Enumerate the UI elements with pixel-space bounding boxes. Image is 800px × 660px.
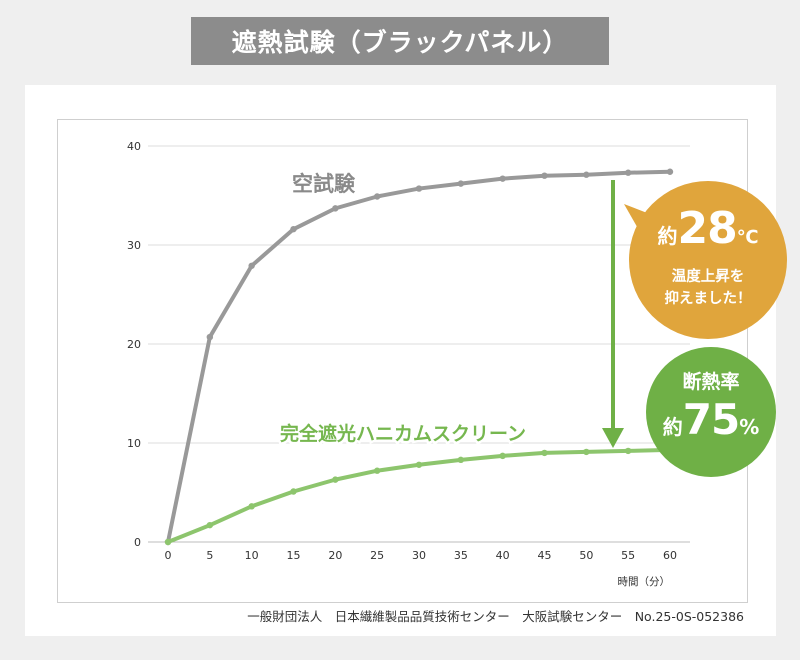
data-point [415,461,423,468]
ratio-prefix: 約 [662,415,683,439]
source-note: 一般財団法人 日本繊維製品品質技術センター 大阪試験センター No.25-0S-… [247,609,744,624]
data-point [583,448,590,456]
x-tick-label: 50 [579,549,593,562]
data-point [373,467,381,474]
data-point [541,449,548,457]
chart-panel [25,85,776,636]
temp-line2: 抑えました！ [664,291,752,307]
data-point [499,452,506,460]
insulation-rate-badge: 断熱率 約75% [646,347,776,477]
ratio-value: 75 [682,395,740,444]
data-point [583,171,590,178]
data-point [457,180,465,187]
x-tick-label: 45 [538,549,552,562]
difference-arrow-head [602,428,624,448]
temperature-reduction-badge: 約28℃ 温度上昇を 抑えました！ [629,181,787,339]
x-tick-label: 40 [496,549,510,562]
data-point [248,262,255,269]
temp-value: 28 [677,203,737,254]
data-point [624,447,632,455]
ratio-unit: % [739,415,760,439]
x-tick-label: 5 [206,549,213,562]
ratio-label: 断熱率 [682,371,740,393]
temp-line1: 温度上昇を [671,269,745,285]
x-axis-label: 時間（分） [618,576,671,588]
x-tick-label: 30 [412,549,426,562]
x-tick-label: 0 [165,549,172,562]
data-point [206,333,214,341]
y-tick-label: 0 [134,536,141,549]
x-tick-label: 60 [663,549,677,562]
data-point [457,456,465,464]
y-tick-label: 10 [127,437,141,450]
x-tick-label: 35 [454,549,468,562]
page-title: 遮熱試験（ブラックパネル） [191,17,609,65]
y-tick-label: 40 [127,140,141,153]
data-point [164,538,172,546]
y-tick-label: 30 [127,239,141,252]
data-point [415,185,423,192]
x-tick-label: 20 [328,549,342,562]
series-line [166,169,672,544]
data-point [666,168,674,175]
series-label: 完全遮光ハニカムスクリーン [280,422,526,445]
series-label: 空試験 [292,172,356,196]
data-point [624,169,632,176]
data-point [248,503,255,510]
data-point [373,193,381,200]
x-tick-label: 25 [370,549,384,562]
temp-unit: ℃ [736,227,759,248]
data-point [332,476,339,483]
x-tick-label: 15 [287,549,301,562]
y-tick-label: 20 [127,338,141,351]
temp-prefix: 約 [657,224,678,248]
data-point [206,521,214,529]
data-point [499,175,506,182]
data-point [332,205,339,212]
x-tick-label: 10 [245,549,259,562]
x-tick-label: 55 [621,549,635,562]
data-point [290,488,297,495]
data-point [290,225,297,233]
data-point [541,172,548,179]
